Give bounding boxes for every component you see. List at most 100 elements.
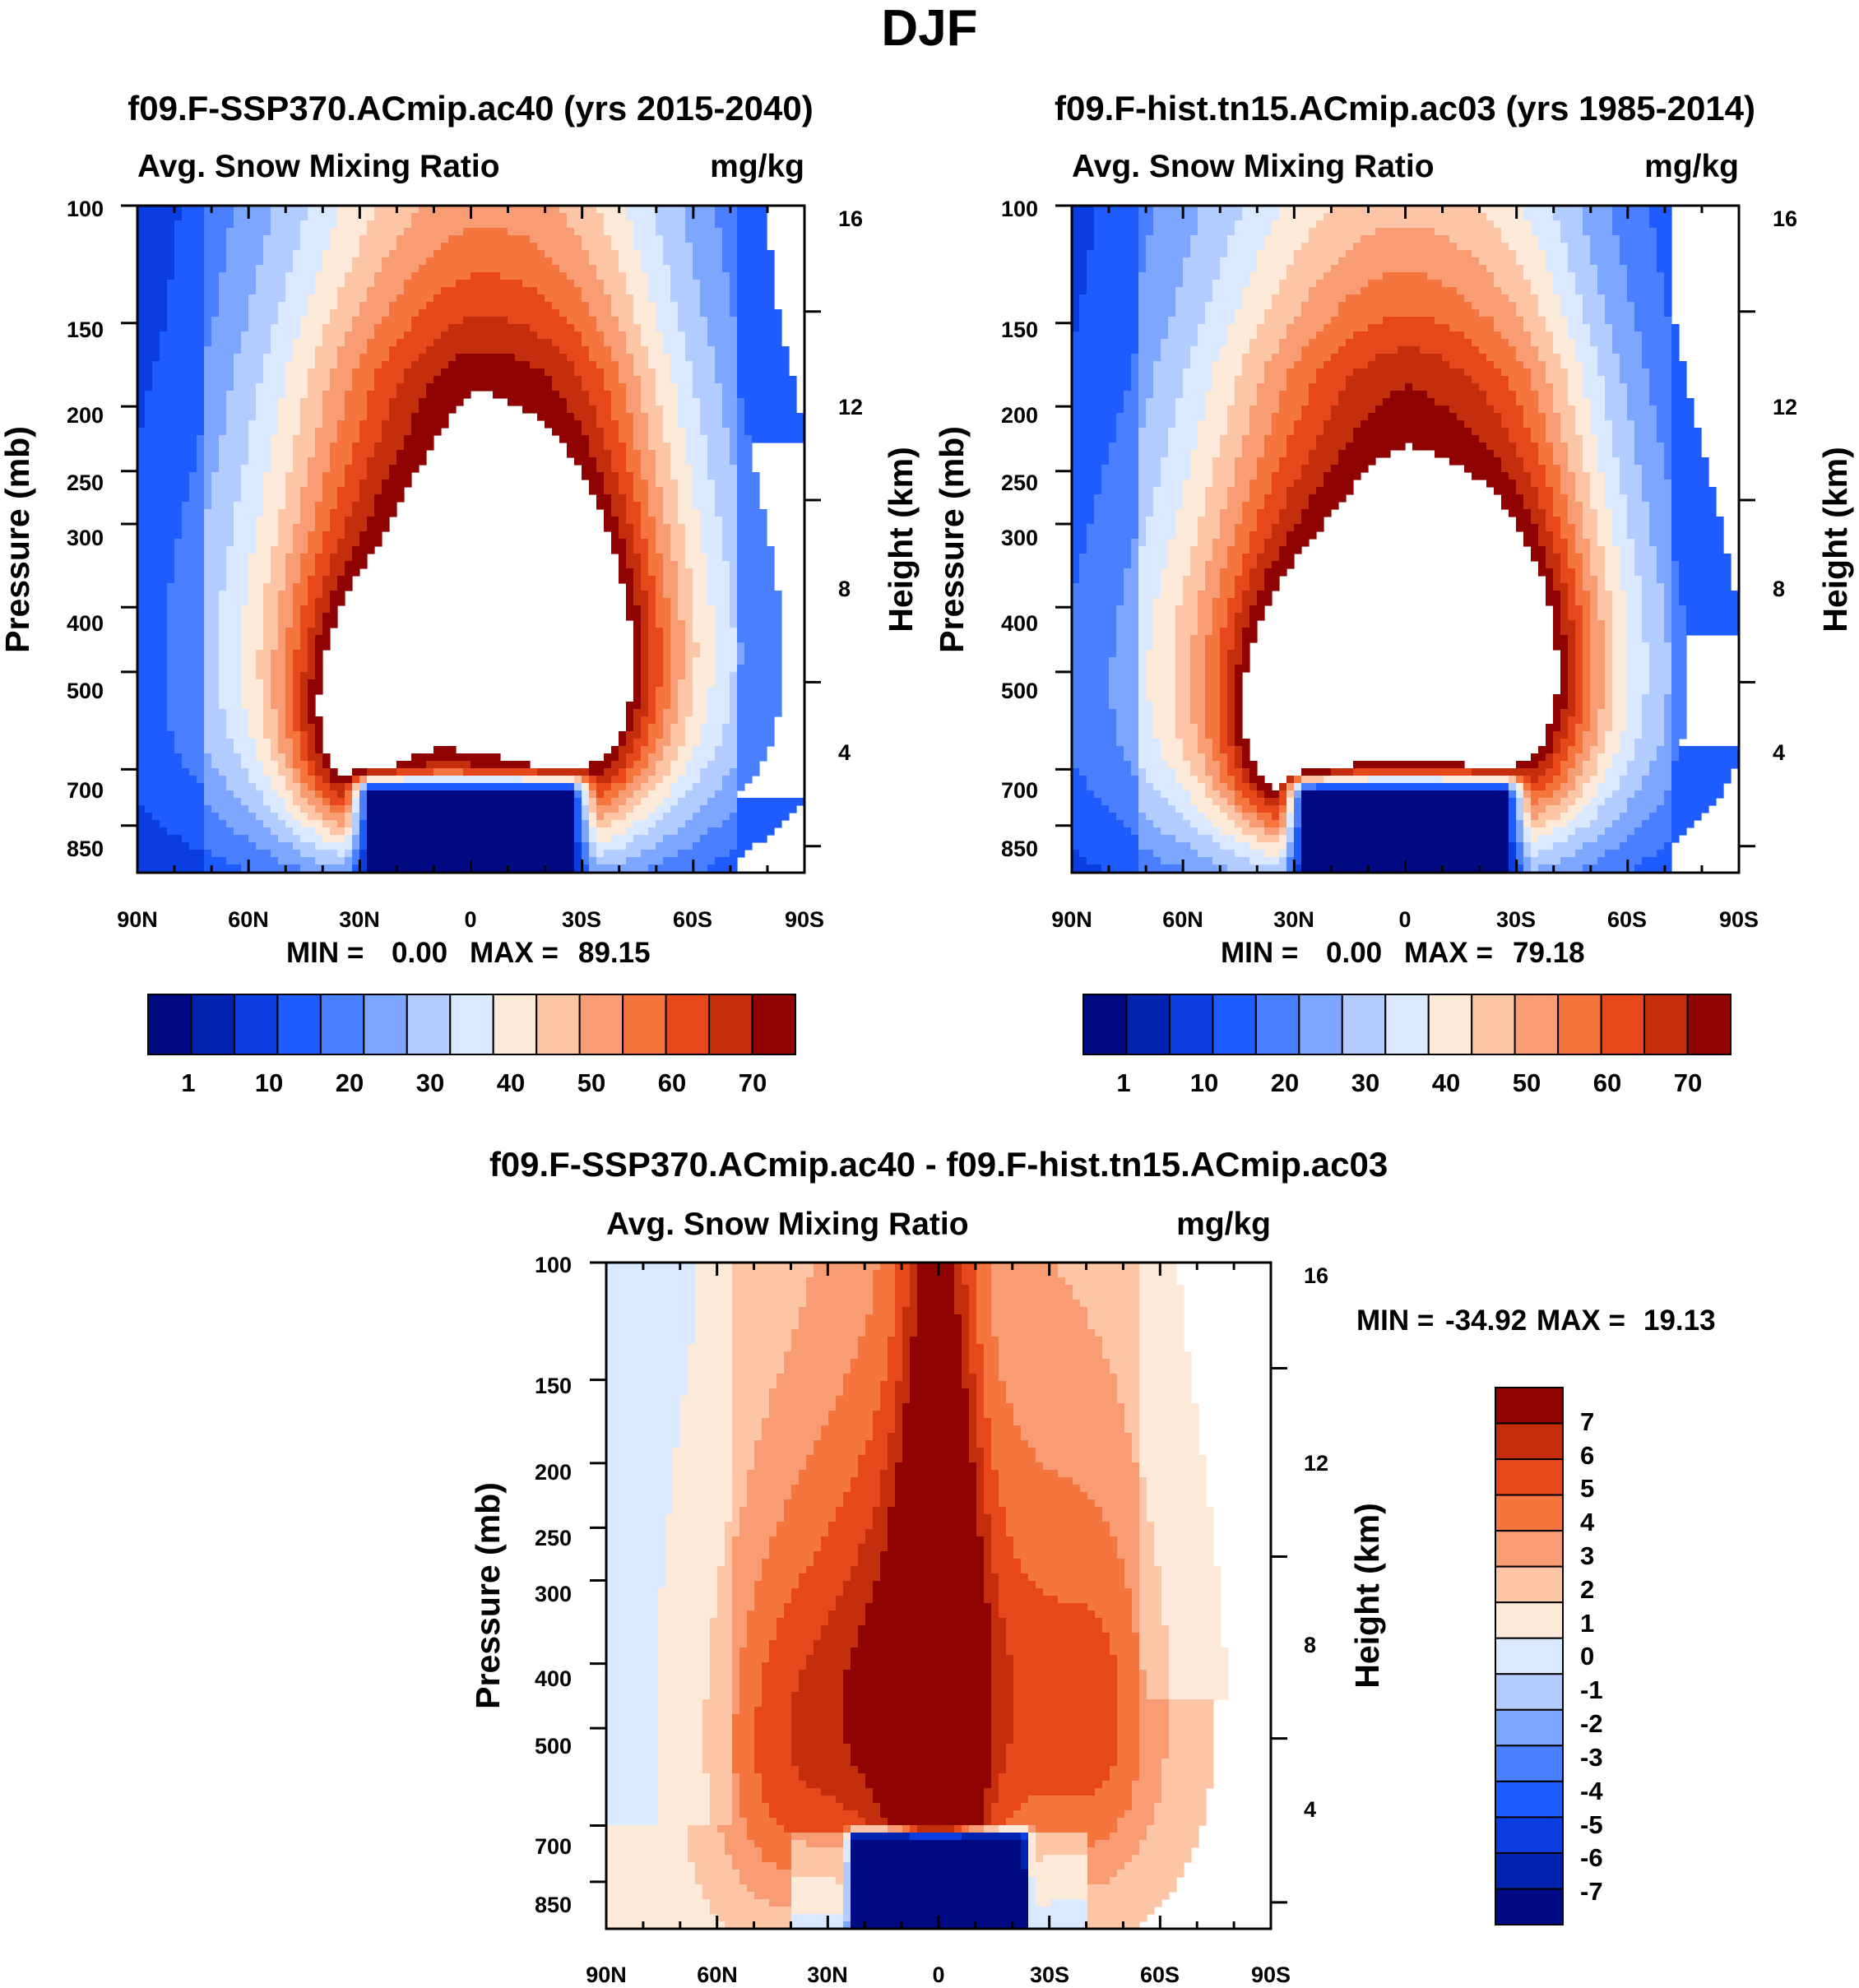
contour-band xyxy=(345,465,368,473)
contour-band xyxy=(1605,554,1620,562)
contour-band xyxy=(137,331,160,340)
contour-band xyxy=(1205,635,1221,643)
panel-right-height-tick: 16 xyxy=(1773,206,1797,231)
contour-band xyxy=(1531,813,1539,821)
contour-band xyxy=(248,768,264,776)
contour-band xyxy=(680,1418,733,1426)
contour-band xyxy=(626,272,649,280)
contour-band xyxy=(1072,494,1095,503)
contour-band xyxy=(693,628,716,636)
contour-band xyxy=(656,546,671,554)
contour-band xyxy=(1538,561,1546,569)
contour-band xyxy=(1316,783,1509,791)
contour-band xyxy=(648,287,671,295)
contour-band xyxy=(1538,294,1561,303)
contour-band xyxy=(1220,635,1235,643)
contour-band xyxy=(962,1359,970,1367)
contour-band xyxy=(389,302,427,310)
contour-band xyxy=(204,554,227,562)
contour-band xyxy=(1146,813,1184,821)
contour-band xyxy=(204,687,220,695)
contour-band xyxy=(278,642,286,651)
contour-band xyxy=(359,805,368,813)
contour-band xyxy=(737,591,782,599)
contour-band xyxy=(293,450,316,458)
contour-band xyxy=(1072,398,1124,406)
contour-band xyxy=(739,1699,763,1708)
contour-band xyxy=(1575,598,1591,606)
contour-band xyxy=(799,1322,866,1330)
contour-band xyxy=(1072,346,1139,355)
contour-band xyxy=(1139,1684,1147,1693)
contour-band xyxy=(137,850,205,858)
contour-band xyxy=(732,1388,770,1397)
contour-band xyxy=(1583,694,1591,702)
contour-band xyxy=(1538,443,1554,451)
contour-band xyxy=(1190,361,1213,369)
contour-band xyxy=(1205,761,1221,769)
contour-band xyxy=(315,354,338,362)
contour-band xyxy=(1139,1699,1170,1708)
contour-band xyxy=(685,628,693,636)
contour-band xyxy=(263,494,286,503)
contour-band xyxy=(1390,391,1428,399)
contour-band xyxy=(1212,361,1243,369)
contour-band xyxy=(1146,257,1184,266)
contour-band xyxy=(1117,1374,1140,1382)
contour-band xyxy=(1612,517,1628,525)
contour-band xyxy=(737,827,775,836)
contour-band xyxy=(1175,398,1206,406)
contour-band xyxy=(1161,857,1213,865)
contour-band xyxy=(836,1507,874,1515)
contour-band xyxy=(685,620,693,628)
contour-band xyxy=(1220,768,1228,776)
contour-band xyxy=(678,709,693,717)
contour-band xyxy=(330,798,345,806)
contour-band xyxy=(633,820,656,828)
contour-band xyxy=(1013,1544,1118,1552)
contour-band xyxy=(1605,650,1613,658)
contour-band xyxy=(976,1285,992,1293)
contour-band xyxy=(1301,465,1332,473)
contour-band xyxy=(152,376,205,384)
contour-band xyxy=(219,272,257,280)
contour-band xyxy=(1153,850,1198,858)
contour-band xyxy=(1583,302,1606,310)
contour-band xyxy=(648,480,656,488)
contour-band xyxy=(619,524,634,532)
contour-band xyxy=(278,857,316,865)
contour-band xyxy=(1242,776,1250,784)
contour-band xyxy=(991,1559,1022,1567)
contour-band xyxy=(626,539,634,547)
contour-band xyxy=(1568,554,1583,562)
contour-band xyxy=(1146,776,1176,784)
contour-band xyxy=(1671,739,1680,747)
contour-band xyxy=(1169,1751,1214,1759)
contour-band xyxy=(263,635,279,643)
contour-band xyxy=(1013,1707,1118,1715)
contour-band xyxy=(1139,1581,1162,1589)
contour-band xyxy=(596,206,627,214)
contour-band xyxy=(174,576,205,584)
contour-band xyxy=(663,813,693,821)
contour-band xyxy=(1620,235,1657,243)
contour-band xyxy=(308,694,316,702)
contour-band xyxy=(337,287,368,295)
contour-band xyxy=(1627,768,1650,776)
contour-band xyxy=(1642,820,1672,828)
contour-band xyxy=(1183,739,1198,747)
contour-band xyxy=(1575,798,1591,806)
contour-band xyxy=(663,235,686,243)
contour-band xyxy=(1531,517,1546,525)
contour-band xyxy=(619,435,634,443)
contour-band xyxy=(1523,820,1532,828)
contour-band xyxy=(1657,435,1672,443)
contour-band xyxy=(722,517,738,525)
contour-band xyxy=(962,1270,977,1278)
contour-band xyxy=(137,487,190,495)
contour-band xyxy=(1575,702,1583,710)
contour-band xyxy=(1227,768,1243,776)
contour-band xyxy=(633,591,649,599)
contour-band xyxy=(1116,428,1139,436)
contour-band xyxy=(730,768,738,776)
